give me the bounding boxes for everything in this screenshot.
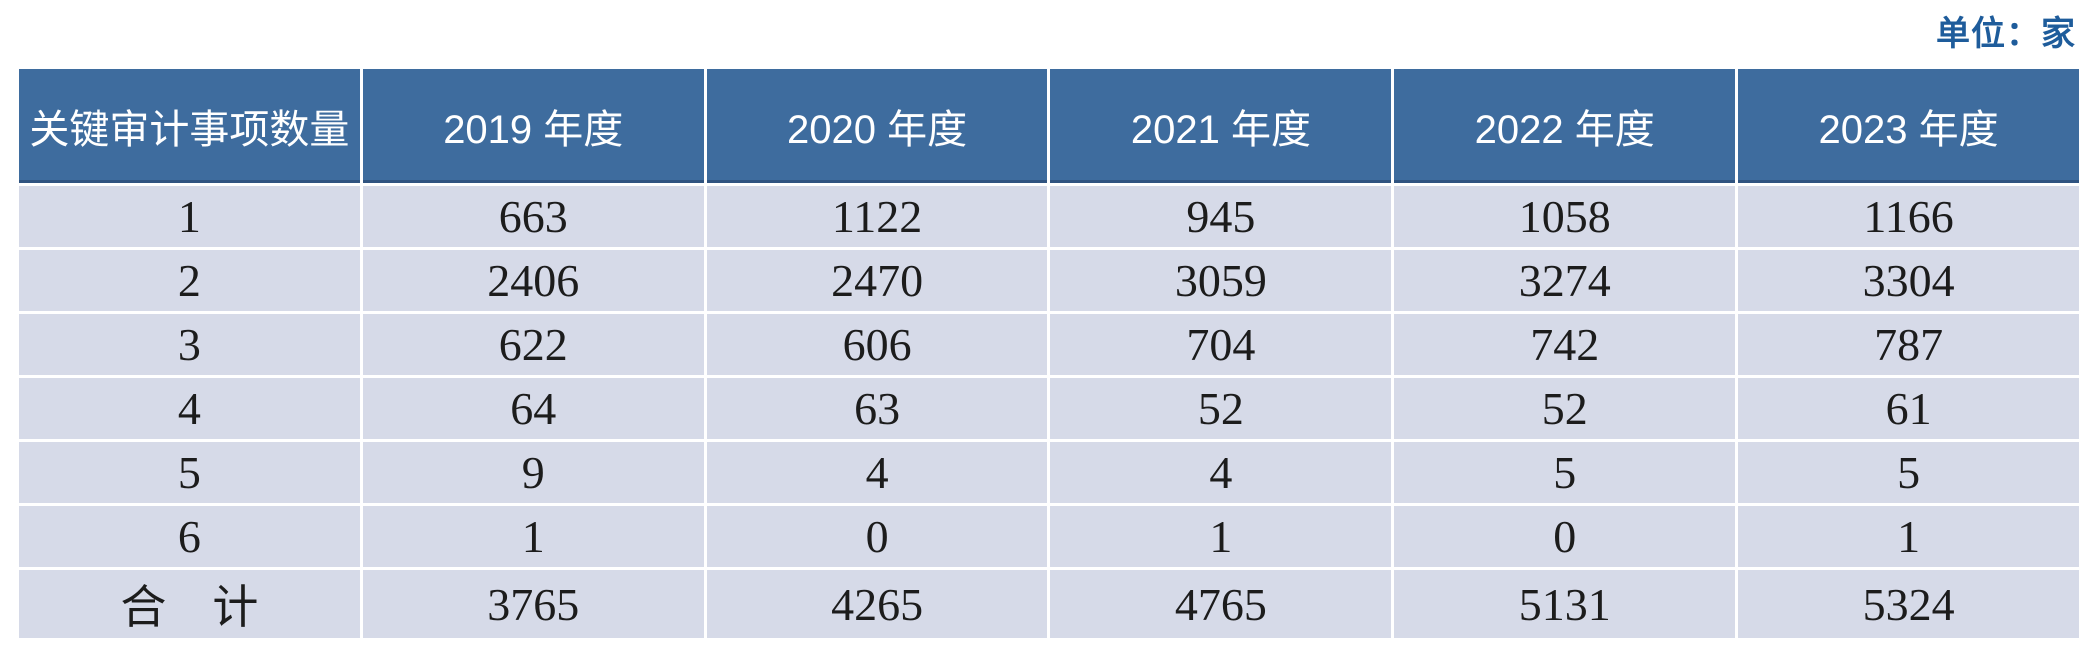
header-cell-year: 2021 年度 <box>1047 66 1395 186</box>
value-cell: 787 <box>1735 311 2082 378</box>
value-cell: 704 <box>1047 311 1395 378</box>
value-cell: 3765 <box>359 567 707 641</box>
value-cell: 4265 <box>703 567 1051 641</box>
header-cell-year: 2023 年度 <box>1735 66 2082 186</box>
value-cell: 5 <box>1391 439 1739 506</box>
value-cell: 4765 <box>1047 567 1395 641</box>
row-label-cell: 3 <box>16 311 363 378</box>
value-cell: 4 <box>1047 439 1395 506</box>
header-cell-row-label: 关键审计事项数量 <box>16 66 363 186</box>
table-row: 3 622 606 704 742 787 <box>16 311 2082 378</box>
row-label-cell: 4 <box>16 375 363 442</box>
value-cell: 64 <box>359 375 707 442</box>
value-cell: 3059 <box>1047 247 1395 314</box>
table-row: 4 64 63 52 52 61 <box>16 375 2082 442</box>
row-label-cell: 合 计 <box>16 567 363 641</box>
value-cell: 606 <box>703 311 1051 378</box>
table-header-row: 关键审计事项数量 2019 年度 2020 年度 2021 年度 2022 年度 2023… <box>16 66 2082 186</box>
header-cell-year: 2022 年度 <box>1391 66 1739 186</box>
header-cell-year: 2019 年度 <box>359 66 707 186</box>
value-cell: 1 <box>1735 503 2082 570</box>
value-cell: 2470 <box>703 247 1051 314</box>
key-audit-matters-table: 关键审计事项数量 2019 年度 2020 年度 2021 年度 2022 年度 2023… <box>16 66 2082 641</box>
table-body: 1 663 1122 945 1058 1166 2 2406 2470 3059 3274 3304… <box>16 183 2082 641</box>
value-cell: 9 <box>359 439 707 506</box>
value-cell: 945 <box>1047 183 1395 250</box>
table-header: 关键审计事项数量 2019 年度 2020 年度 2021 年度 2022 年度 2023… <box>16 66 2082 186</box>
value-cell: 663 <box>359 183 707 250</box>
value-cell: 1122 <box>703 183 1051 250</box>
value-cell: 622 <box>359 311 707 378</box>
row-label-cell: 6 <box>16 503 363 570</box>
value-cell: 0 <box>1391 503 1739 570</box>
value-cell: 1 <box>359 503 707 570</box>
value-cell: 4 <box>703 439 1051 506</box>
value-cell: 742 <box>1391 311 1739 378</box>
table-row: 1 663 1122 945 1058 1166 <box>16 183 2082 250</box>
value-cell: 63 <box>703 375 1051 442</box>
value-cell: 52 <box>1047 375 1395 442</box>
row-label-cell: 1 <box>16 183 363 250</box>
value-cell: 1166 <box>1735 183 2082 250</box>
row-label-cell: 2 <box>16 247 363 314</box>
value-cell: 0 <box>703 503 1051 570</box>
value-cell: 2406 <box>359 247 707 314</box>
table-row: 2 2406 2470 3059 3274 3304 <box>16 247 2082 314</box>
value-cell: 5324 <box>1735 567 2082 641</box>
row-label-cell: 5 <box>16 439 363 506</box>
value-cell: 1058 <box>1391 183 1739 250</box>
value-cell: 52 <box>1391 375 1739 442</box>
value-cell: 5 <box>1735 439 2082 506</box>
value-cell: 3274 <box>1391 247 1739 314</box>
unit-label: 单位：家 <box>1936 15 2076 53</box>
value-cell: 5131 <box>1391 567 1739 641</box>
header-cell-year: 2020 年度 <box>703 66 1051 186</box>
total-row: 合 计 3765 4265 4765 5131 5324 <box>16 567 2082 641</box>
value-cell: 61 <box>1735 375 2082 442</box>
value-cell: 1 <box>1047 503 1395 570</box>
value-cell: 3304 <box>1735 247 2082 314</box>
